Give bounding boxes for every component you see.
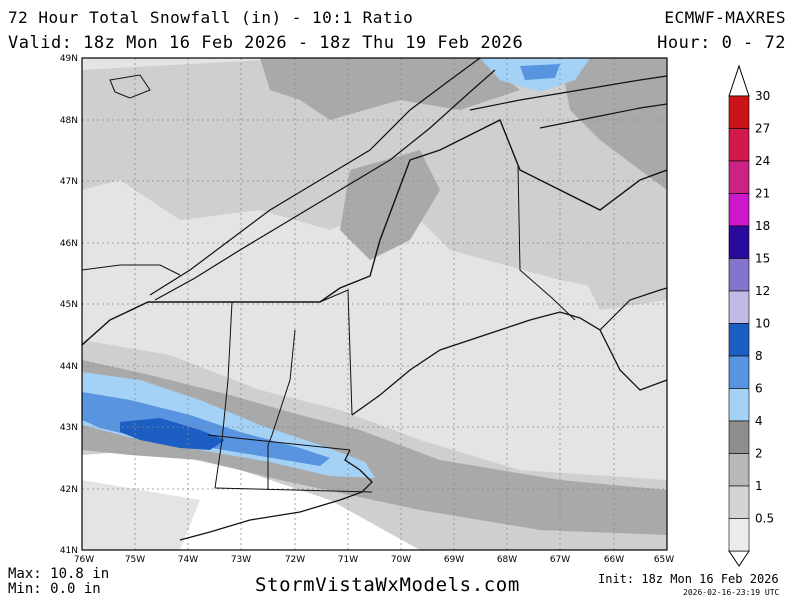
colorbar-label: 18: [755, 219, 770, 233]
colorbar-label: 30: [755, 89, 770, 103]
lat-label: 44N: [60, 362, 78, 372]
render-timestamp: 2026-02-16-23:19 UTC: [683, 588, 780, 597]
brand-name: StormVistaWxModels.com: [255, 574, 520, 596]
lat-label: 48N: [60, 116, 78, 126]
colorbar-cell: [728, 128, 750, 162]
colorbar-label: 2: [755, 447, 763, 461]
snowfall-field: [82, 58, 667, 550]
colorbar-label: 24: [755, 154, 770, 168]
lon-label: 71W: [338, 555, 358, 565]
graticule: [82, 58, 667, 550]
lat-label: 46N: [60, 239, 78, 249]
colorbar-top-arrow: [728, 64, 750, 97]
colorbar-cell: [728, 453, 750, 487]
colorbar-label: 1: [755, 479, 763, 493]
colorbar-cell: [728, 323, 750, 357]
lon-label: 72W: [285, 555, 305, 565]
lon-label: 69W: [444, 555, 464, 565]
colorbar-cell: [728, 193, 750, 227]
colorbar-cell: [728, 95, 750, 129]
model-name: ECMWF-MAXRES: [664, 8, 786, 27]
lat-label: 49N: [60, 54, 78, 64]
init-time: Init: 18z Mon 16 Feb 2026: [598, 572, 779, 586]
colorbar-label: 27: [755, 122, 770, 136]
lat-label: 43N: [60, 423, 78, 433]
colorbar-cell: [728, 258, 750, 292]
lon-label: 67W: [550, 555, 570, 565]
max-value: Max: 10.8 in: [8, 566, 110, 582]
colorbar-cell: [728, 160, 750, 194]
political-borders: [82, 58, 667, 541]
colorbar-cell: [728, 420, 750, 454]
colorbar-label: 8: [755, 349, 763, 363]
lon-label: 65W: [654, 555, 674, 565]
forecast-hour: Hour: 0 - 72: [657, 33, 786, 53]
colorbar-cell: [728, 290, 750, 324]
map-frame: [81, 57, 668, 551]
valid-time: Valid: 18z Mon 16 Feb 2026 - 18z Thu 19 …: [8, 33, 524, 53]
lon-label: 74W: [178, 555, 198, 565]
colorbar-cell: [728, 225, 750, 259]
lon-label: 66W: [604, 555, 624, 565]
lon-label: 75W: [125, 555, 145, 565]
lat-label: 47N: [60, 177, 78, 187]
colorbar-label: 12: [755, 284, 770, 298]
min-value: Min: 0.0 in: [8, 581, 101, 597]
lat-label: 42N: [60, 485, 78, 495]
lon-label: 73W: [231, 555, 251, 565]
lat-label: 45N: [60, 300, 78, 310]
colorbar-label: 10: [755, 317, 770, 331]
colorbar-cell: [728, 485, 750, 519]
colorbar-label: 0.5: [755, 512, 774, 526]
longitude-labels: 76W 75W 74W 73W 72W 71W 70W 69W 68W 67W …: [74, 555, 674, 565]
colorbar-label: 4: [755, 414, 763, 428]
colorbar-cell: [728, 518, 750, 552]
colorbar-bottom-arrow: [728, 550, 750, 567]
colorbar-cell: [728, 388, 750, 422]
latitude-labels: 49N 48N 47N 46N 45N 44N 43N 42N 41N: [60, 54, 78, 556]
lon-label: 68W: [497, 555, 517, 565]
lon-label: 76W: [74, 555, 94, 565]
lon-label: 70W: [391, 555, 411, 565]
lat-label: 41N: [60, 546, 78, 556]
colorbar-cell: [728, 355, 750, 389]
colorbar-label: 15: [755, 252, 770, 266]
colorbar-label: 21: [755, 187, 770, 201]
colorbar-label: 6: [755, 382, 763, 396]
map-title: 72 Hour Total Snowfall (in) - 10:1 Ratio: [8, 8, 414, 27]
